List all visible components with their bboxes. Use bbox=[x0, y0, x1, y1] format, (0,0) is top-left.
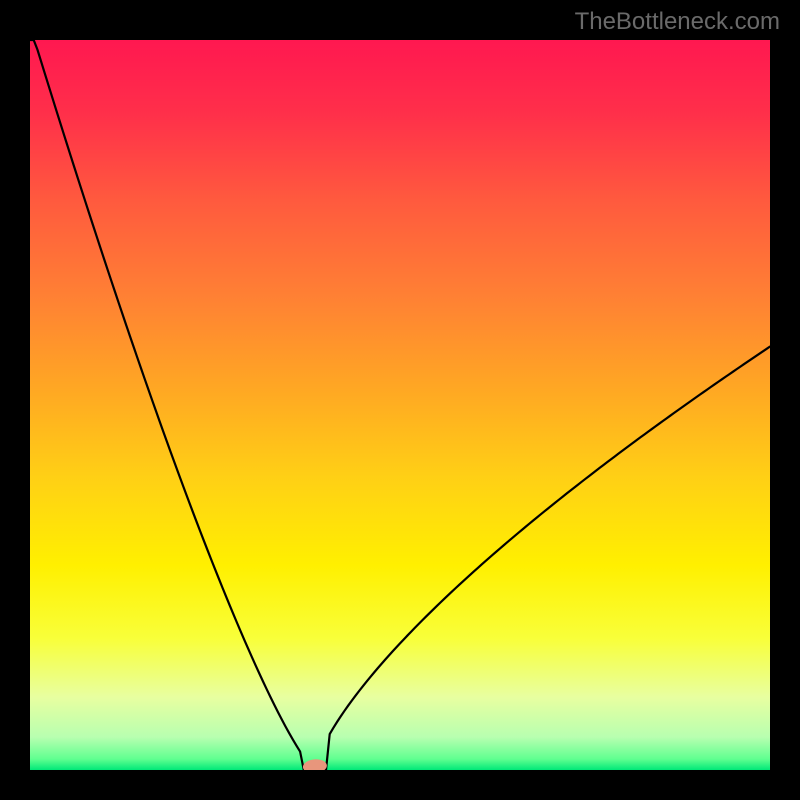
plot-area bbox=[30, 40, 770, 770]
valley-marker bbox=[302, 758, 327, 770]
watermark-text: TheBottleneck.com bbox=[575, 8, 780, 36]
chart-container: TheBottleneck.com bbox=[0, 0, 800, 800]
bottleneck-curve bbox=[30, 40, 770, 770]
curve-overlay bbox=[30, 40, 770, 770]
